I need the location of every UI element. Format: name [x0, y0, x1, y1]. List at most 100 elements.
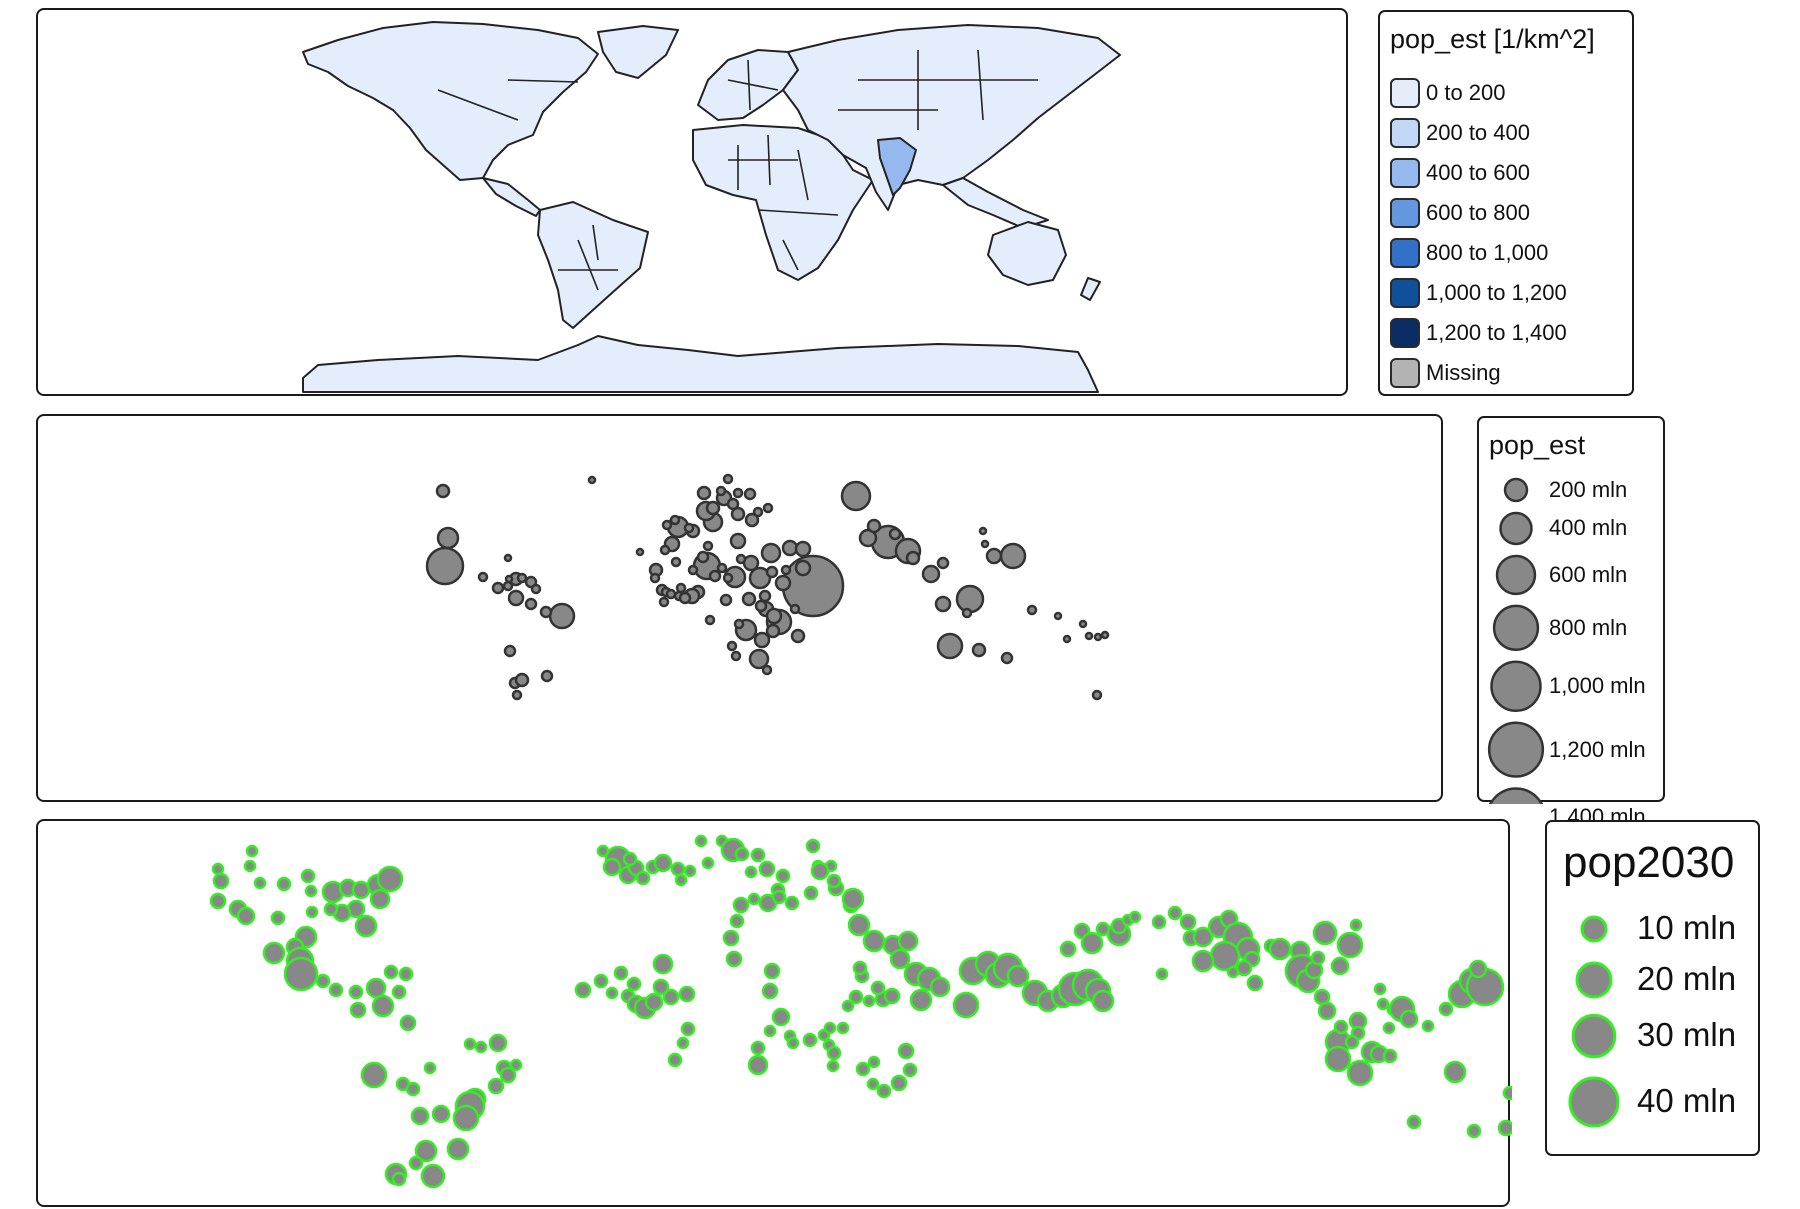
city-bubble	[802, 1032, 818, 1048]
country-bubble	[978, 526, 988, 536]
country-bubble	[905, 550, 921, 566]
country-bubble-map-panel	[36, 414, 1443, 802]
country-bubble	[789, 603, 801, 615]
legend-class-label: 1,000 to 1,200	[1426, 280, 1567, 305]
city-bubble	[1497, 1119, 1512, 1137]
country-bubble	[502, 580, 514, 592]
city-bubble	[803, 885, 819, 901]
pop2030-legend: pop2030 10 mln 20 mln 30 mln 40 mln	[1545, 820, 1760, 1156]
city-bubble	[369, 888, 391, 910]
city-bubble	[1373, 982, 1387, 996]
city-bubble	[1268, 937, 1292, 961]
legend-bubble-symbol	[1580, 915, 1608, 943]
country-bubble	[999, 542, 1027, 570]
city-bubble	[1155, 967, 1169, 981]
city-bubble	[775, 868, 791, 884]
city-bubble	[1080, 931, 1104, 955]
city-bubble	[855, 1061, 871, 1077]
pop-est-legend-symbols	[1487, 477, 1545, 804]
city-bubble	[626, 976, 642, 992]
legend-class-swatch	[1390, 198, 1420, 228]
city-bubble	[1382, 1048, 1398, 1064]
city-bubble	[243, 859, 257, 873]
country-bubble	[540, 669, 554, 683]
country-bubble	[696, 550, 710, 564]
country-bubble	[511, 689, 523, 701]
country-bubble	[1000, 651, 1014, 665]
country-bubble	[726, 640, 738, 652]
country-bubble	[722, 572, 734, 584]
city-bubble	[866, 1077, 880, 1091]
country-bubble	[1100, 630, 1110, 640]
legend-class-swatch	[1390, 78, 1420, 108]
country-bubble	[659, 544, 671, 556]
city-bubble	[1179, 913, 1197, 931]
city-bubble	[420, 1163, 446, 1189]
city-bubble	[1376, 997, 1390, 1011]
city-bubble	[810, 861, 830, 881]
city-bubble	[862, 994, 876, 1008]
city-bubble	[1382, 1021, 1396, 1035]
pop-est-legend: pop_est 200 mln 400 mln 600 mln 800 mln 1,00…	[1477, 416, 1665, 829]
legend-bubble-symbol	[1487, 721, 1545, 778]
city-bubble	[667, 1052, 683, 1068]
city-bubble	[902, 1062, 918, 1078]
city-bubble	[488, 1033, 508, 1053]
city-bubble	[848, 989, 864, 1005]
legend-class-row: 400 to 600	[1390, 156, 1530, 190]
legend-class-label: 200 to 400	[1426, 120, 1530, 145]
country-bubble	[678, 591, 692, 605]
country-bubble	[708, 569, 722, 583]
city-bubble	[732, 896, 750, 914]
legend-bubble-label: 400 mln	[1549, 515, 1628, 541]
city-bubble	[826, 1059, 840, 1073]
legend-class-swatch	[1390, 318, 1420, 348]
city-bubble	[1235, 959, 1253, 977]
legend-bubble-label: 200 mln	[1549, 477, 1628, 502]
city-bubble	[1317, 1001, 1337, 1021]
country-bubble	[491, 581, 505, 595]
country-bubble	[635, 547, 645, 557]
city-bubble	[1167, 905, 1183, 921]
country-bubble	[729, 532, 747, 550]
city-bubble	[1406, 1114, 1422, 1130]
country-bubble	[1078, 619, 1088, 629]
country-bubble	[514, 672, 530, 688]
country-bubble	[436, 526, 460, 550]
city-bubble	[262, 941, 286, 965]
city-bubble	[487, 1077, 505, 1095]
city-bubble	[889, 948, 911, 970]
city-bubble	[1059, 940, 1077, 958]
city-bubble	[897, 930, 919, 952]
country-bubble	[1091, 689, 1103, 701]
city-bubble	[253, 876, 267, 890]
legend-bubble-symbol	[1495, 554, 1537, 596]
city-bubble	[399, 1014, 417, 1032]
city-bubble	[823, 1021, 837, 1035]
legend-bubble-label: 600 mln	[1549, 561, 1628, 587]
city-bubble	[391, 984, 407, 1000]
city-bubble	[644, 992, 664, 1012]
city-bubble	[847, 913, 871, 937]
city-bubble	[452, 1104, 480, 1132]
city-bubble	[883, 987, 901, 1005]
legend-class-swatch	[1390, 238, 1420, 268]
country-bubble	[705, 500, 721, 516]
city-bubble	[652, 953, 674, 975]
country-bubble	[719, 593, 733, 607]
city-bubble	[304, 884, 318, 898]
city-bubble	[1466, 1123, 1482, 1139]
city-bubble	[1330, 956, 1350, 976]
city-bubble	[499, 1066, 517, 1084]
city-bubble	[670, 861, 686, 877]
choropleth-legend: pop_est [1/km^2] 0 to 200 200 to 400 400 t…	[1378, 10, 1634, 396]
choropleth-map-panel	[36, 8, 1348, 396]
legend-bubble-symbol	[1499, 511, 1533, 546]
legend-class-label: 800 to 1,000	[1426, 240, 1549, 265]
city-bubble	[376, 865, 404, 893]
country-bubble	[765, 565, 779, 579]
city-bubble	[897, 1042, 915, 1060]
country-bubble	[888, 527, 902, 541]
city-bubble	[245, 844, 259, 858]
legend-class-label: 0 to 200	[1426, 80, 1506, 105]
